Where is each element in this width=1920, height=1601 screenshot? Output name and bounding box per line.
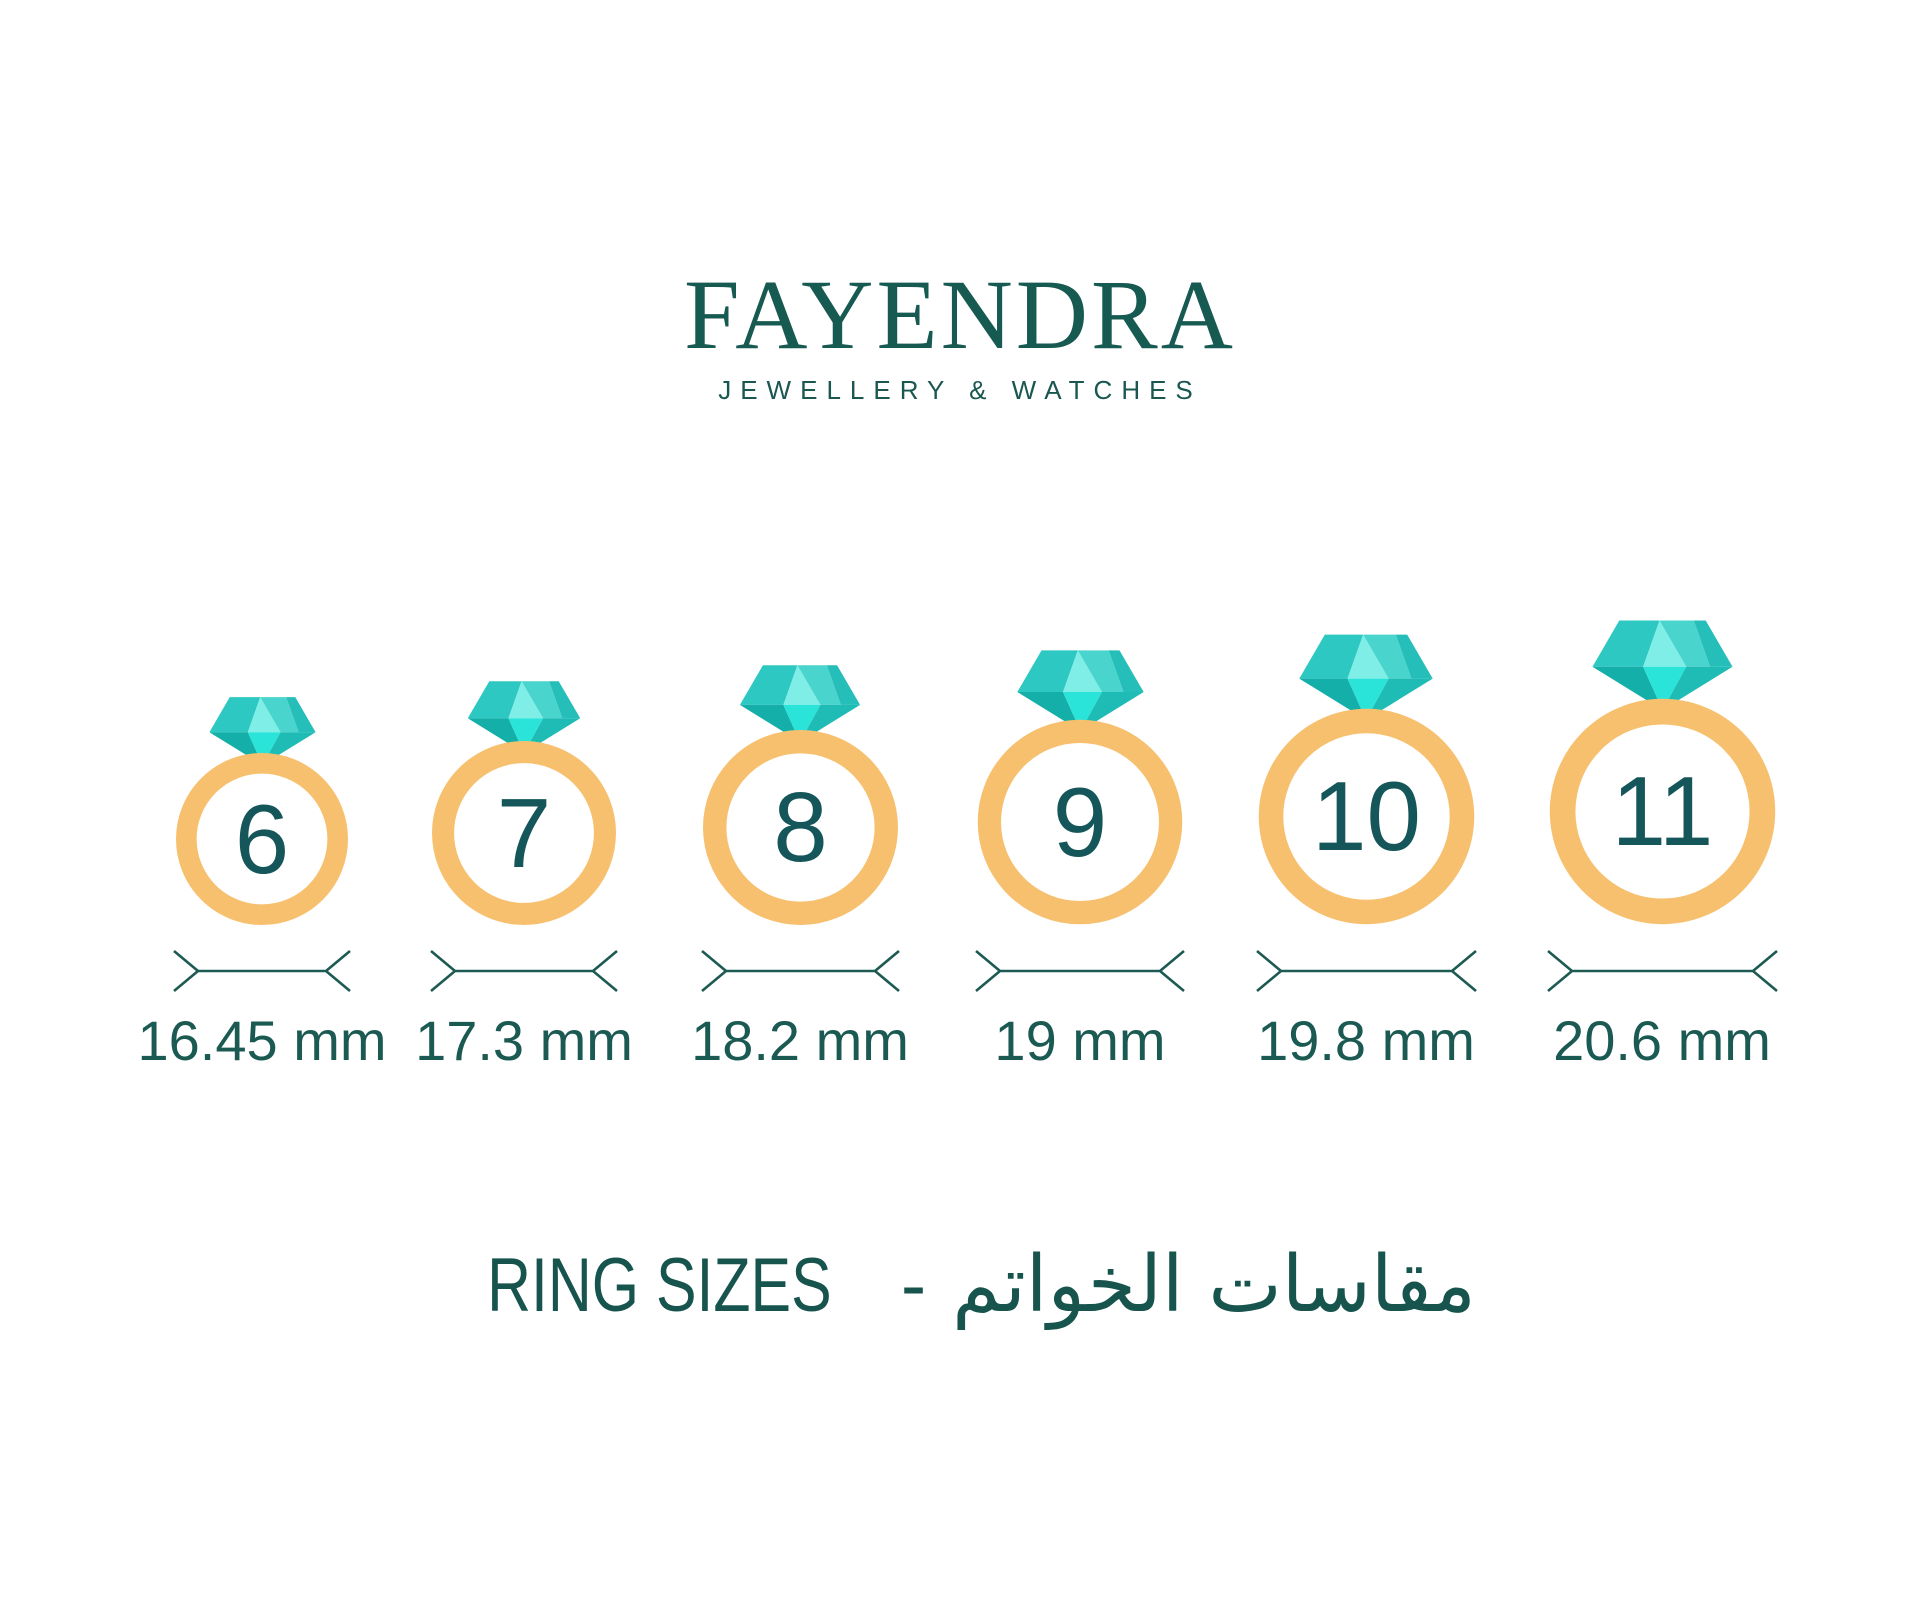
diamond-icon <box>739 665 861 742</box>
ring-size-number: 8 <box>773 772 828 882</box>
footer-title: RING SIZES - مقاسات الخواتم <box>0 1240 1920 1330</box>
measure-arrow-icon <box>701 950 900 992</box>
diamond-icon <box>1299 634 1433 720</box>
brand-tagline: JEWELLERY & WATCHES <box>718 375 1202 405</box>
measure-arrow-icon <box>975 950 1185 992</box>
diameter-label: 19.8 mm <box>1257 1009 1475 1072</box>
diamond-icon <box>467 681 581 753</box>
brand-logo: FAYENDRA JEWELLERY & WATCHES <box>0 262 1920 406</box>
ring-band <box>1549 698 1776 925</box>
diameter-label: 20.6 mm <box>1553 1009 1771 1072</box>
ring-band <box>432 741 616 925</box>
diamond-icon <box>1592 620 1733 710</box>
measure-arrow-icon <box>1256 950 1477 992</box>
diameter-label: 16.45 mm <box>137 1009 387 1072</box>
brand-name: FAYENDRA <box>684 259 1236 370</box>
footer-title-arabic: مقاسات الخواتم <box>952 1240 1476 1330</box>
ring-band <box>176 753 348 925</box>
ring-size-number: 10 <box>1311 761 1421 871</box>
diameter-label: 19 mm <box>994 1009 1166 1072</box>
footer-title-english: RING SIZES <box>487 1242 832 1328</box>
diameter-label: 18.2 mm <box>691 1009 909 1072</box>
measure-arrow-icon <box>173 950 351 992</box>
footer-title-separator: - <box>900 1242 927 1328</box>
ring-size-number: 11 <box>1611 756 1714 866</box>
diamond-icon <box>209 697 316 765</box>
ring-band <box>703 730 898 925</box>
ring-band <box>1258 708 1475 925</box>
diameter-label: 17.3 mm <box>415 1009 633 1072</box>
measure-arrow-icon <box>1547 950 1778 992</box>
ring-band <box>977 719 1183 925</box>
ring-size-number: 6 <box>234 784 290 894</box>
ring-size-number: 9 <box>1052 767 1108 877</box>
measure-arrow-icon <box>430 950 618 992</box>
ring-size-number: 7 <box>496 778 552 888</box>
